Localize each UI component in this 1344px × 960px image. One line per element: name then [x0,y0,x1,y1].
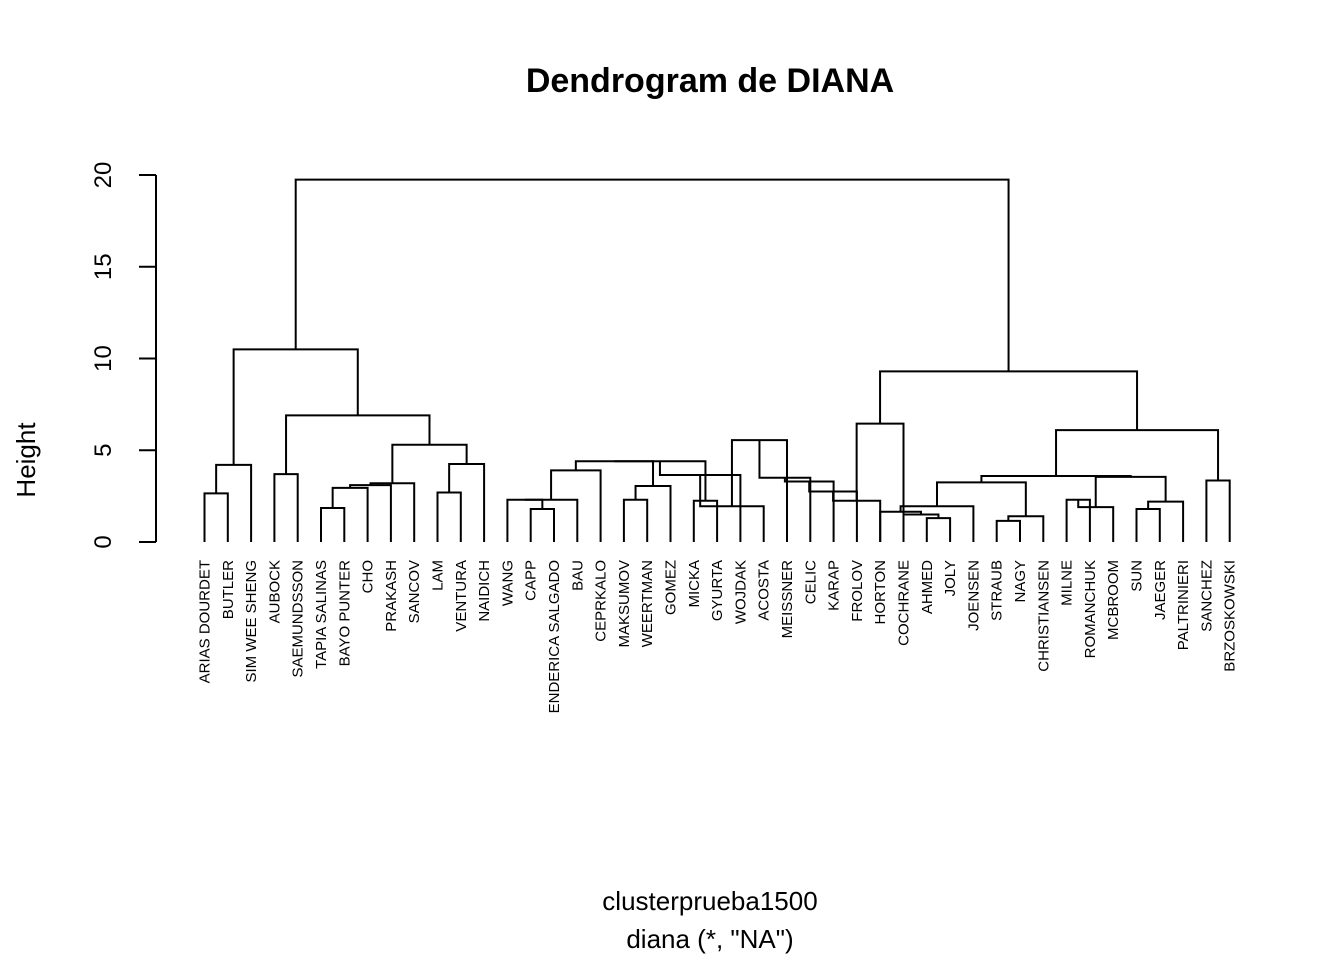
merge-link [369,482,416,542]
leaf-label: CHRISTIANSEN [1035,560,1052,672]
leaf-label: CAPP [523,560,540,601]
merge-link [203,492,229,542]
merge-link [925,517,952,542]
leaf-label: SANCHEZ [1198,560,1215,632]
y-axis: 0 5 10 15 20 [90,162,157,549]
leaf-label: PALTRINIERI [1175,560,1192,650]
y-axis-label: Height [11,422,41,498]
leaf-label: BUTLER [220,560,237,619]
leaf-label: CEPRKALO [593,560,610,642]
merge-link [331,486,369,542]
leaf-label: BAU [569,560,586,591]
merge-link [574,460,655,487]
leaf-label: SIM WEE SHENG [243,560,260,683]
leaf-label: BRZOSKOWSKI [1222,560,1239,672]
leaf-label: LAM [430,560,447,591]
method-sublabel: diana (*, "NA") [626,924,793,954]
chart-title: Dendrogram de DIANA [526,62,894,100]
merge-link [294,178,1010,372]
leaf-label: KARAP [826,560,843,611]
y-tick-label: 0 [90,535,117,548]
leaf-label: VENTURA [453,560,470,632]
leaf-label: WANG [499,560,516,606]
leaf-label: AUBOCK [266,560,283,623]
dendrogram-links [203,178,1231,542]
merge-link [614,460,707,501]
merge-link [448,463,486,542]
merge-link [634,485,672,542]
leaf-label: NAIDICH [476,560,493,622]
merge-link [436,491,462,542]
merge-link [524,498,579,542]
leaf-labels: ARIAS DOURDET BUTLER SIM WEE SHENG AUBOCK SA… [197,560,1239,714]
merge-link [1205,479,1231,542]
merge-link [658,461,742,542]
y-ticks: 0 5 10 15 20 [90,162,156,549]
leaf-label: ENDERICA SALGADO [546,560,563,713]
leaf-label: ROMANCHUK [1082,560,1099,658]
leaf-label: MICKA [686,560,703,608]
merge-link [529,507,555,542]
leaf-label: AHMED [919,560,936,614]
merge-link [935,481,1027,517]
leaf-label: NAGY [1012,560,1029,603]
leaf-label: MILNE [1059,560,1076,606]
leaf-label: MCBROOM [1105,560,1122,640]
merge-link [320,507,346,542]
leaf-label: CELIC [802,560,819,604]
leaf-label: SAEMUNDSSON [290,560,307,678]
leaf-label: COCHRANE [896,560,913,646]
merge-link [622,498,649,542]
y-tick-label: 15 [90,253,117,280]
leaf-label: BAYO PUNTER [336,560,353,667]
y-tick-label: 10 [90,345,117,372]
merge-link [879,510,922,542]
merge-link [758,440,812,542]
merge-link [349,484,392,542]
x-axis-label: clusterprueba1500 [602,886,817,916]
leaf-label: FROLOV [849,560,866,622]
merge-link [1135,507,1161,542]
leaf-label: JAEGER [1152,560,1169,620]
leaf-label: JOLY [942,560,959,596]
merge-link [879,370,1139,431]
leaf-label: WEERTMAN [639,560,656,647]
leaf-label: SANCOV [406,560,423,623]
y-tick-label: 20 [90,162,117,189]
merge-link [1055,429,1220,481]
merge-link [1147,500,1185,542]
leaf-label: MEISSNER [779,560,796,639]
leaf-label: ARIAS DOURDET [197,560,214,683]
leaf-label: CHO [360,560,377,593]
merge-link [232,348,359,465]
leaf-label: PRAKASH [383,560,400,632]
leaf-label: HORTON [872,560,889,624]
merge-link [215,463,253,542]
leaf-label: JOENSEN [965,560,982,631]
leaf-label: SUN [1129,560,1146,592]
merge-link [273,473,299,542]
merge-link [995,519,1021,542]
leaf-label: GYURTA [709,560,726,621]
leaf-label: STRAUB [989,560,1006,621]
merge-link [550,469,602,542]
merge-link [506,498,544,542]
leaf-label: TAPIA SALINAS [313,560,330,669]
leaf-label: WOJDAK [732,560,749,624]
leaf-label: MAKSUMOV [616,560,633,648]
leaf-label: ACOSTA [756,560,773,621]
y-tick-label: 5 [90,444,117,457]
leaf-label: GOMEZ [663,560,680,615]
